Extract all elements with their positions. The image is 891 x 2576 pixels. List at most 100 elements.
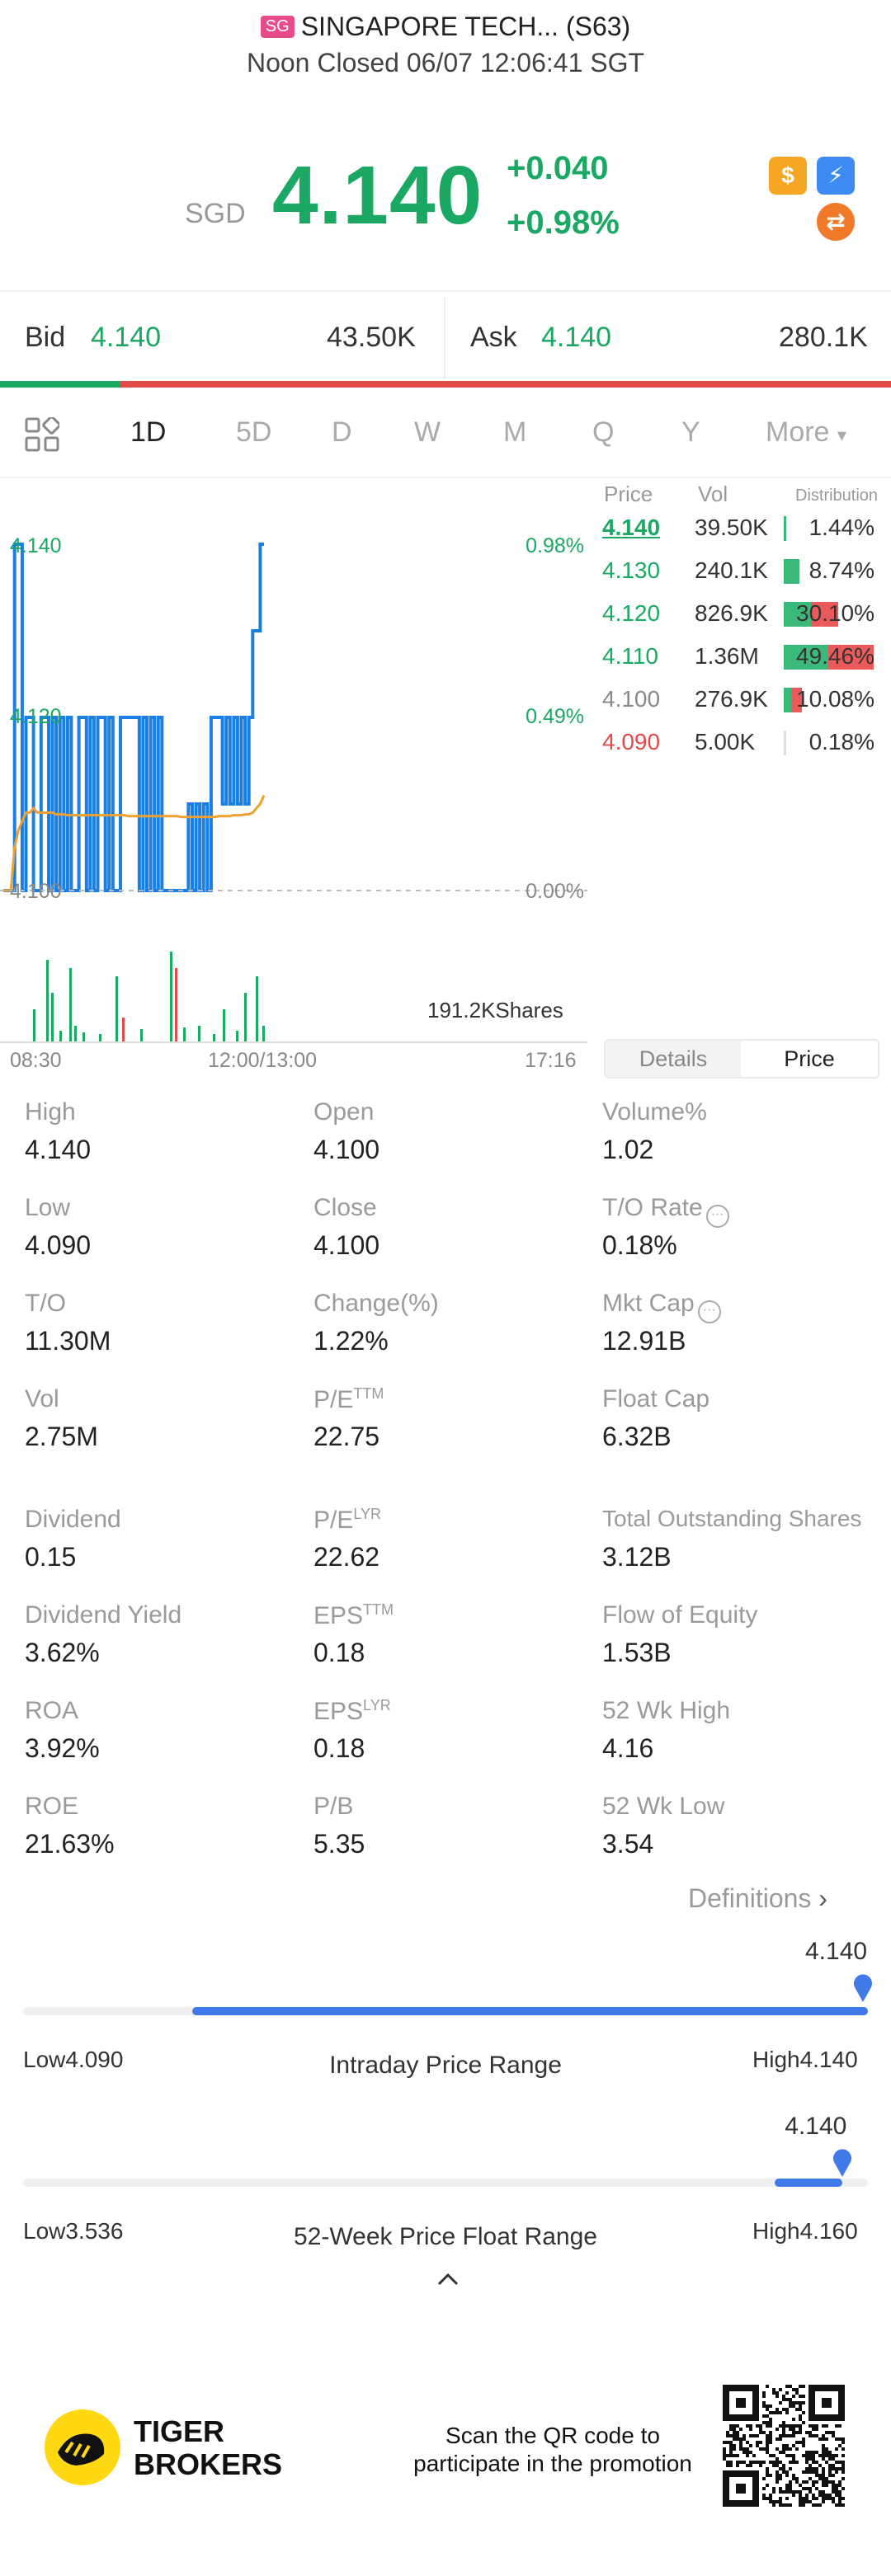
stat-high-label: High xyxy=(25,1098,76,1126)
qr-module xyxy=(842,2454,845,2457)
intraday-low-value: 4.090 xyxy=(65,2047,124,2072)
qr-module xyxy=(729,2441,733,2444)
more-info-icon[interactable]: ··· xyxy=(697,1300,721,1323)
qr-module xyxy=(785,2385,789,2388)
definitions-link[interactable]: Definitions › xyxy=(688,1883,827,1914)
qr-module xyxy=(752,2454,756,2457)
qr-module xyxy=(776,2411,779,2414)
wk52-low-value: 3.536 xyxy=(65,2218,124,2244)
qr-module xyxy=(789,2428,792,2431)
qr-module xyxy=(815,2470,818,2474)
stock-title[interactable]: SG SINGAPORE TECH... (S63) xyxy=(0,12,891,42)
volume-bar xyxy=(262,1026,265,1042)
volume-bar xyxy=(51,993,54,1042)
order-book-price: 4.110 xyxy=(602,643,658,669)
qr-module xyxy=(782,2467,785,2470)
swap-icon[interactable]: ⇄ xyxy=(817,203,855,241)
qr-module xyxy=(789,2385,792,2388)
qr-module xyxy=(769,2441,772,2444)
qr-module xyxy=(815,2497,818,2500)
qr-module xyxy=(785,2503,789,2507)
tab-1d[interactable]: 1D xyxy=(130,416,167,448)
qr-module xyxy=(835,2487,838,2490)
stat-floatcap-label: Float Cap xyxy=(602,1385,710,1413)
volume-bar xyxy=(183,1027,186,1042)
qr-module xyxy=(815,2451,818,2454)
qr-module xyxy=(776,2480,779,2484)
qr-module xyxy=(756,2444,759,2447)
qr-module xyxy=(828,2451,832,2454)
qr-module xyxy=(776,2391,779,2395)
qr-module xyxy=(832,2474,835,2477)
stat-pe-ttm-label: P/ETTM xyxy=(314,1385,384,1414)
qr-module xyxy=(792,2434,795,2437)
qr-module xyxy=(756,2461,759,2464)
tiger-icon xyxy=(46,2411,119,2484)
qr-code[interactable] xyxy=(723,2385,845,2507)
tab-details[interactable]: Details xyxy=(639,1046,708,1071)
qr-module xyxy=(729,2444,733,2447)
stat-eps-lyr-text: EPS xyxy=(314,1698,364,1725)
qr-module xyxy=(733,2444,736,2447)
qr-module xyxy=(759,2447,762,2451)
qr-module xyxy=(739,2428,742,2431)
qr-module xyxy=(799,2408,802,2411)
qr-module xyxy=(792,2418,795,2421)
qr-module xyxy=(766,2421,769,2424)
dollar-icon[interactable]: $ xyxy=(769,157,807,195)
qr-module xyxy=(759,2428,762,2431)
tab-d[interactable]: D xyxy=(332,416,352,448)
qr-module xyxy=(726,2431,729,2434)
more-info-icon[interactable]: ··· xyxy=(705,1205,729,1228)
qr-module xyxy=(762,2391,766,2395)
pct-label-base: 0.00% xyxy=(526,880,584,903)
qr-module xyxy=(776,2408,779,2411)
order-book-volume: 39.50K xyxy=(695,515,768,540)
layout-grid-icon[interactable] xyxy=(25,417,59,452)
qr-module xyxy=(815,2428,818,2431)
qr-module xyxy=(812,2467,815,2470)
stat-volpct-value: 1.02 xyxy=(602,1135,654,1164)
qr-module xyxy=(792,2457,795,2461)
tab-w[interactable]: W xyxy=(414,416,441,448)
stat-mktcap-text: Mkt Cap xyxy=(602,1290,695,1317)
qr-module xyxy=(776,2474,779,2477)
qr-module xyxy=(818,2474,822,2477)
tab-more[interactable]: More ▾ xyxy=(766,416,846,449)
wk52-low-label: Low xyxy=(23,2218,66,2244)
qr-module xyxy=(835,2461,838,2464)
qr-module xyxy=(815,2424,818,2428)
tab-y[interactable]: Y xyxy=(681,416,700,448)
qr-module xyxy=(825,2424,828,2428)
qr-module xyxy=(766,2424,769,2428)
tab-q[interactable]: Q xyxy=(592,416,615,448)
brand-name-line1: TIGER xyxy=(134,2414,225,2448)
qr-module xyxy=(742,2434,746,2437)
qr-module xyxy=(789,2401,792,2404)
tab-5d[interactable]: 5D xyxy=(236,416,272,448)
stat-open-value: 4.100 xyxy=(314,1135,380,1164)
divider xyxy=(0,290,891,292)
collapse-chevron-up-icon[interactable] xyxy=(436,2269,460,2289)
qr-module xyxy=(838,2497,842,2500)
qr-module xyxy=(772,2411,776,2414)
qr-module xyxy=(822,2457,825,2461)
flash-icon[interactable]: ⚡ xyxy=(817,157,855,195)
definitions-label: Definitions xyxy=(688,1883,812,1913)
volume-bar xyxy=(244,993,247,1042)
qr-module xyxy=(835,2470,838,2474)
qr-module xyxy=(802,2441,805,2444)
tab-m[interactable]: M xyxy=(503,416,527,448)
qr-module xyxy=(749,2461,752,2464)
volume-bar xyxy=(175,968,177,1042)
qr-module xyxy=(733,2437,736,2441)
intraday-chart[interactable]: 4.140 4.120 4.100 0.98% 0.49% 0.00% xyxy=(0,478,594,1047)
qr-module xyxy=(802,2480,805,2484)
qr-module xyxy=(825,2497,828,2500)
order-book-price: 4.130 xyxy=(602,557,661,583)
tab-price[interactable]: Price xyxy=(741,1041,878,1077)
qr-module xyxy=(838,2490,842,2494)
qr-module xyxy=(808,2487,812,2490)
qr-module xyxy=(766,2484,769,2487)
qr-module xyxy=(726,2464,729,2467)
